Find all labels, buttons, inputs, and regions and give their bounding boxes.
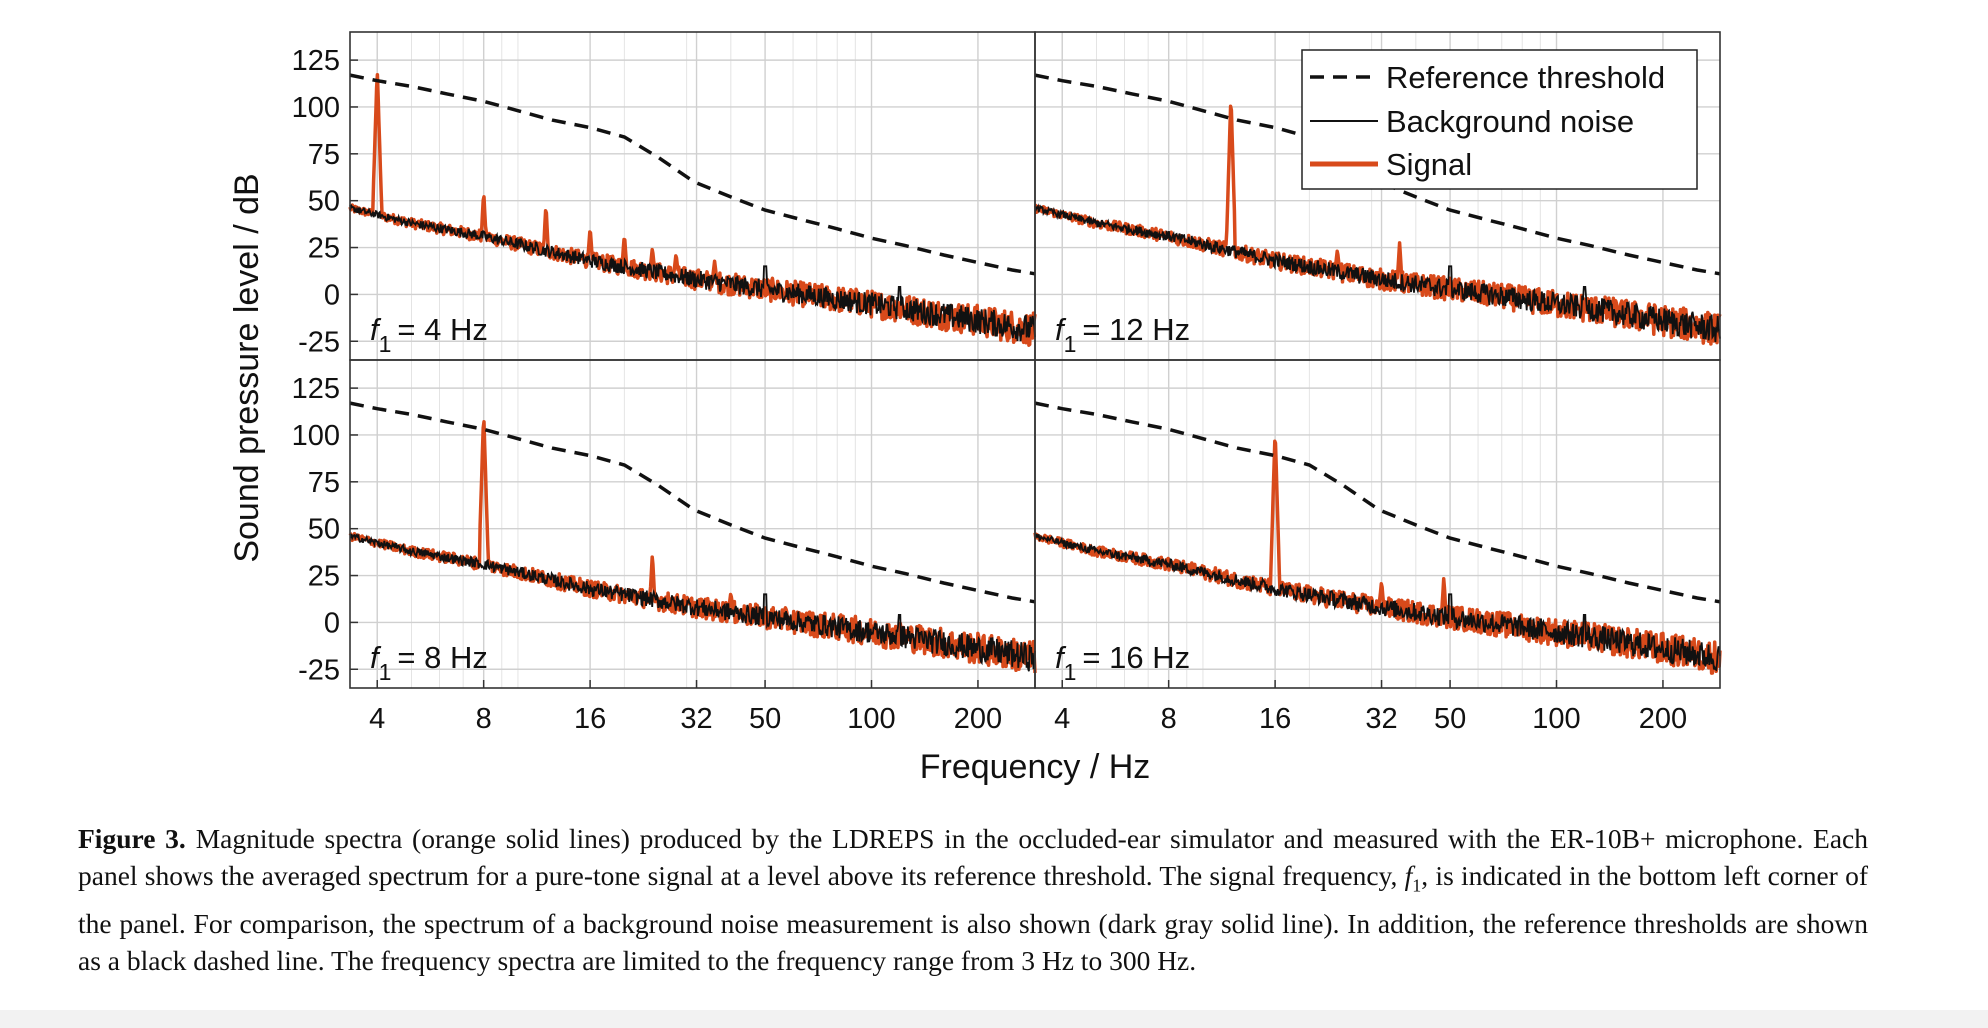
x-tick-label: 8 [1161,703,1177,735]
y-tick-label: 0 [324,279,340,311]
x-tick-label: 8 [476,703,492,735]
x-axis-title: Frequency / Hz [920,748,1151,786]
x-tick-label: 200 [954,703,1002,735]
background-noise-line [349,203,1036,342]
x-tick-label: 50 [1434,703,1466,735]
background-noise-line [1034,203,1721,343]
legend: Reference threshold Background noise Sig… [1301,49,1698,190]
panel-label-sub: 1 [379,659,392,685]
x-tick-label: 100 [1532,703,1580,735]
caption-symbol-sub: 1 [1412,875,1422,896]
x-tick-label: 32 [680,703,712,735]
legend-noise-label: Background noise [1386,104,1634,139]
y-tick-label: 0 [324,607,340,639]
panel-label-text: = 16 Hz [1082,640,1190,675]
x-tick-label: 50 [749,703,781,735]
panel-label-1: f1 = 12 Hz [1055,312,1190,357]
caption-symbol: f1 [1404,860,1422,896]
data-layer [348,72,1722,675]
y-tick-label: 125 [292,45,340,77]
panel-label-sub: 1 [1064,659,1077,685]
x-tick-label: 16 [574,703,606,735]
y-tick-label: 50 [308,186,340,218]
y-tick-label: 50 [308,514,340,546]
x-tick-label: 16 [1259,703,1291,735]
panel-label-text: = 4 Hz [397,312,487,347]
y-tick-label: 75 [308,139,340,171]
grid-layer [350,32,1720,688]
signal-line [348,420,1037,673]
x-tick-label: 200 [1639,703,1687,735]
figure-caption: Figure 3. Magnitude spectra (orange solid… [78,820,1868,979]
y-tick-label: -25 [298,326,340,358]
caption-part1: Magnitude spectra (orange solid lines) p… [78,823,1868,891]
bottom-bar [0,1010,1988,1028]
panel-frame [1034,359,1721,689]
caption-lead: Figure 3. [78,823,186,854]
panel-label-text: = 12 Hz [1082,312,1190,347]
x-tick-label: 32 [1365,703,1397,735]
legend-signal-label: Signal [1386,147,1472,182]
legend-threshold-label: Reference threshold [1386,60,1665,95]
panel-label-sub: 1 [1064,331,1077,357]
caption-symbol-letter: f [1404,860,1413,891]
x-tick-label: 100 [847,703,895,735]
frame-layer [349,31,1721,689]
y-tick-label: 100 [292,420,340,452]
panel-label-text: = 8 Hz [397,640,487,675]
caption-part2: , is indicated in the bottom left corner… [78,860,1869,976]
y-tick-label: 25 [308,233,340,265]
panel-label-0: f1 = 4 Hz [370,312,488,357]
background-noise-line [349,532,1036,672]
y-tick-label: -25 [298,654,340,686]
y-tick-label: 125 [292,373,340,405]
y-tick-label: 75 [308,467,340,499]
y-tick-label: 25 [308,561,340,593]
x-tick-label: 4 [1054,703,1070,735]
panel-label-sub: 1 [379,331,392,357]
background-noise-line [1034,533,1721,672]
y-tick-label: 100 [292,92,340,124]
x-tick-label: 4 [369,703,385,735]
y-axis-title: Sound pressure level / dB [228,173,266,562]
signal-line [1033,104,1722,346]
